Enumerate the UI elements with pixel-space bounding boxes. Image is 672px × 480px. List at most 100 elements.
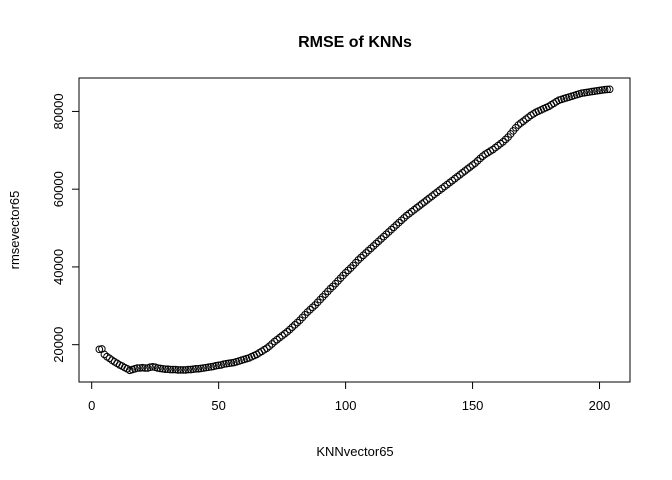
point — [283, 328, 292, 336]
point — [456, 170, 464, 179]
point — [359, 251, 368, 260]
point — [331, 279, 340, 288]
point — [410, 205, 418, 214]
point — [184, 365, 192, 374]
point — [186, 365, 195, 374]
x-tick-label: 150 — [462, 398, 484, 413]
point — [499, 137, 507, 146]
point — [212, 361, 220, 370]
point — [603, 85, 611, 94]
point — [263, 344, 271, 352]
point — [351, 258, 360, 267]
point — [458, 169, 467, 177]
point — [313, 298, 322, 307]
point — [296, 316, 304, 324]
point — [387, 225, 396, 234]
point — [204, 363, 213, 372]
point — [268, 340, 276, 348]
point — [433, 188, 441, 197]
point — [225, 359, 233, 368]
point — [417, 200, 426, 208]
point — [133, 364, 142, 372]
point — [285, 325, 294, 334]
point — [598, 86, 606, 94]
point — [166, 365, 175, 374]
point — [471, 159, 479, 167]
point — [324, 287, 332, 296]
point — [501, 135, 510, 144]
point — [377, 235, 385, 243]
point — [169, 365, 177, 374]
point — [164, 365, 172, 373]
point — [400, 214, 408, 222]
point — [478, 152, 487, 160]
point — [445, 178, 454, 187]
point — [367, 244, 375, 253]
point — [339, 271, 347, 280]
point — [207, 363, 215, 371]
point — [425, 194, 434, 202]
point — [522, 115, 530, 124]
x-axis-label: KNNvector65 — [316, 444, 393, 459]
point — [585, 88, 594, 96]
point — [390, 223, 398, 232]
point — [270, 337, 279, 346]
point — [450, 174, 459, 183]
point — [369, 242, 378, 250]
point — [511, 123, 520, 132]
point — [176, 366, 185, 374]
point — [105, 354, 114, 363]
point — [280, 329, 289, 338]
point — [158, 364, 167, 373]
point — [179, 366, 187, 374]
point — [346, 264, 355, 272]
point — [443, 180, 451, 189]
point — [189, 365, 198, 373]
point — [326, 284, 335, 293]
x-tick-label: 100 — [335, 398, 357, 413]
point — [423, 196, 431, 204]
point — [397, 216, 406, 225]
point — [595, 86, 604, 95]
point — [138, 363, 147, 372]
point — [329, 282, 337, 291]
point — [435, 186, 444, 195]
point — [600, 85, 609, 94]
point — [590, 87, 599, 96]
point — [318, 293, 327, 301]
point — [344, 266, 352, 275]
point — [428, 192, 436, 200]
point — [415, 202, 424, 210]
point — [357, 253, 365, 262]
y-tick-label: 20000 — [51, 327, 66, 363]
point — [514, 121, 523, 129]
point — [466, 163, 474, 171]
y-tick-label: 40000 — [51, 249, 66, 285]
point — [192, 364, 200, 373]
point — [364, 246, 373, 255]
point — [468, 161, 477, 169]
point — [593, 87, 601, 95]
point — [374, 237, 383, 246]
point — [463, 165, 472, 173]
point — [141, 364, 149, 372]
point — [219, 360, 228, 368]
point — [148, 363, 157, 371]
point — [354, 256, 363, 264]
point — [321, 290, 330, 298]
point — [384, 228, 393, 236]
point — [341, 268, 350, 277]
point — [214, 361, 223, 370]
point — [489, 145, 497, 154]
point — [146, 363, 154, 372]
plot-frame — [78, 77, 631, 383]
y-axis-label: rmsevector65 — [7, 191, 22, 270]
point — [222, 359, 231, 368]
point — [306, 305, 314, 314]
point — [301, 310, 309, 319]
point — [153, 364, 162, 372]
point — [430, 190, 439, 199]
point — [379, 232, 388, 241]
point — [156, 364, 165, 373]
point — [453, 172, 462, 181]
